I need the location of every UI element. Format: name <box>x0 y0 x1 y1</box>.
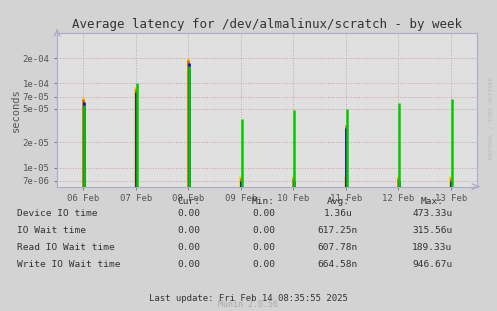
Text: 0.00: 0.00 <box>252 243 275 252</box>
Text: Read IO Wait time: Read IO Wait time <box>17 243 115 252</box>
Text: Device IO time: Device IO time <box>17 209 98 217</box>
Text: Last update: Fri Feb 14 08:35:55 2025: Last update: Fri Feb 14 08:35:55 2025 <box>149 294 348 303</box>
Text: Max:: Max: <box>421 197 444 207</box>
Text: Write IO Wait time: Write IO Wait time <box>17 260 121 269</box>
Text: 473.33u: 473.33u <box>413 209 452 217</box>
Text: 617.25n: 617.25n <box>318 226 358 234</box>
Text: RRDTOOL / TOBI OETIKER: RRDTOOL / TOBI OETIKER <box>489 77 494 160</box>
Text: 607.78n: 607.78n <box>318 243 358 252</box>
Text: 664.58n: 664.58n <box>318 260 358 269</box>
Text: 1.36u: 1.36u <box>324 209 352 217</box>
Text: 0.00: 0.00 <box>252 226 275 234</box>
Text: 0.00: 0.00 <box>177 260 200 269</box>
Y-axis label: seconds: seconds <box>11 88 21 132</box>
Title: Average latency for /dev/almalinux/scratch - by week: Average latency for /dev/almalinux/scrat… <box>72 18 462 31</box>
Text: Min:: Min: <box>252 197 275 207</box>
Text: Cur:: Cur: <box>177 197 200 207</box>
Text: 0.00: 0.00 <box>177 209 200 217</box>
Text: 315.56u: 315.56u <box>413 226 452 234</box>
Text: Munin 2.0.56: Munin 2.0.56 <box>219 299 278 309</box>
Text: Avg:: Avg: <box>327 197 349 207</box>
Text: IO Wait time: IO Wait time <box>17 226 86 234</box>
Text: 0.00: 0.00 <box>252 260 275 269</box>
Text: 0.00: 0.00 <box>177 243 200 252</box>
Text: 0.00: 0.00 <box>177 226 200 234</box>
Text: 0.00: 0.00 <box>252 209 275 217</box>
Text: 946.67u: 946.67u <box>413 260 452 269</box>
Text: 189.33u: 189.33u <box>413 243 452 252</box>
